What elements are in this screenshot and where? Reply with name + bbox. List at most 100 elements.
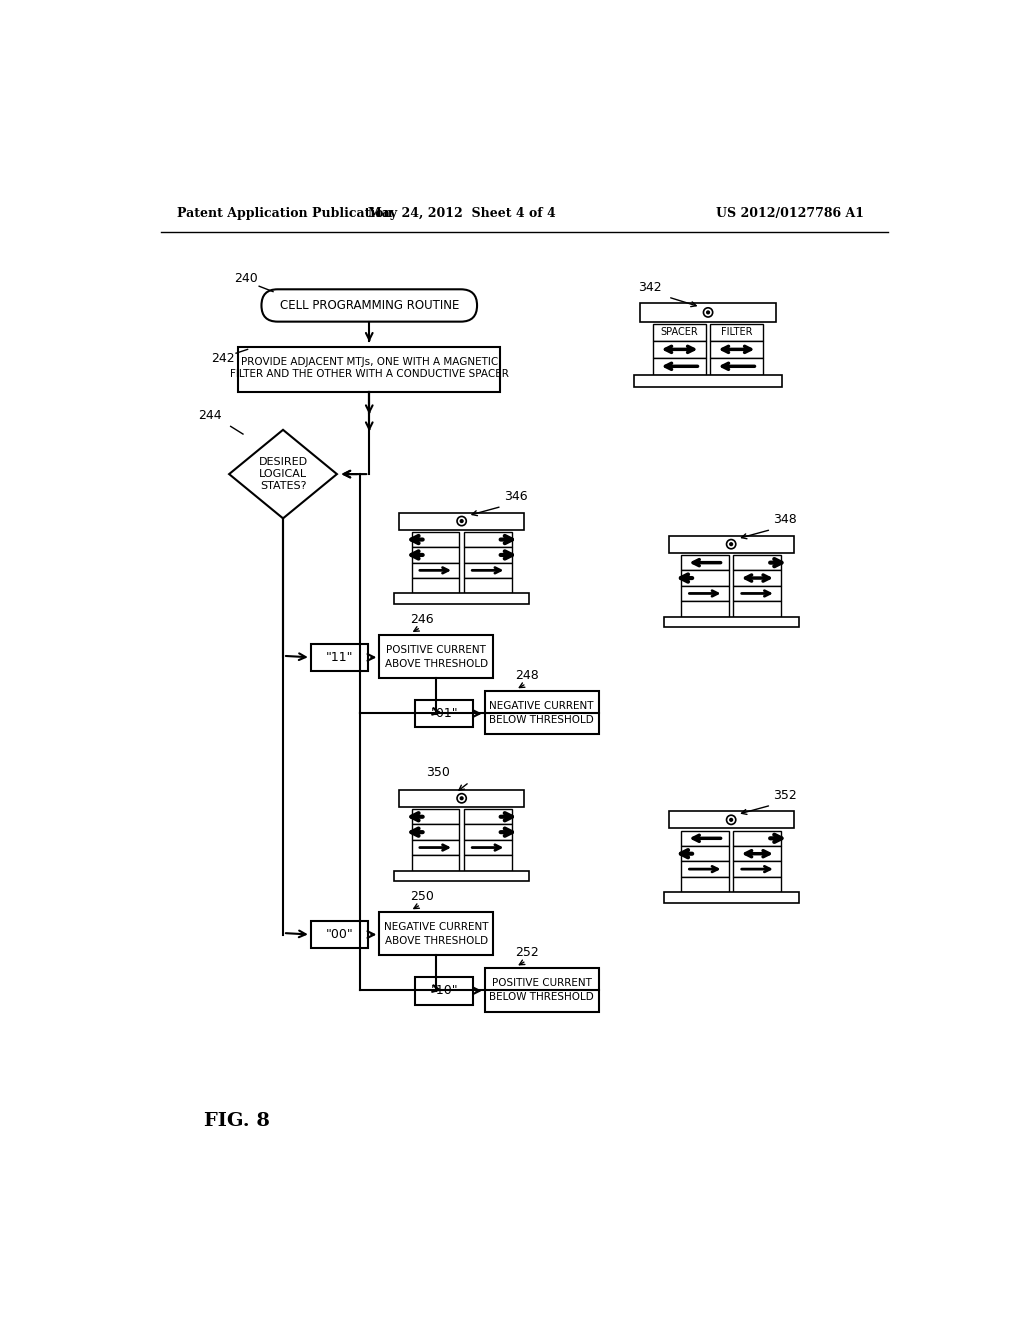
Text: DESIRED: DESIRED — [258, 457, 307, 467]
FancyBboxPatch shape — [464, 855, 512, 871]
Text: "01": "01" — [430, 708, 458, 721]
Circle shape — [460, 797, 463, 800]
FancyBboxPatch shape — [653, 358, 706, 375]
FancyBboxPatch shape — [653, 341, 706, 358]
FancyBboxPatch shape — [464, 825, 512, 840]
FancyBboxPatch shape — [664, 892, 799, 903]
FancyBboxPatch shape — [464, 532, 512, 548]
Circle shape — [730, 818, 732, 821]
FancyBboxPatch shape — [681, 570, 729, 586]
Text: BELOW THRESHOLD: BELOW THRESHOLD — [489, 714, 594, 725]
FancyBboxPatch shape — [484, 969, 599, 1011]
FancyBboxPatch shape — [412, 562, 460, 578]
FancyBboxPatch shape — [681, 586, 729, 601]
Text: NEGATIVE CURRENT: NEGATIVE CURRENT — [489, 701, 594, 711]
Text: PROVIDE ADJACENT MTJs, ONE WITH A MAGNETIC: PROVIDE ADJACENT MTJs, ONE WITH A MAGNET… — [241, 356, 498, 367]
Polygon shape — [229, 430, 337, 519]
Text: 250: 250 — [410, 890, 434, 903]
Text: CELL PROGRAMMING ROUTINE: CELL PROGRAMMING ROUTINE — [280, 298, 459, 312]
Text: ABOVE THRESHOLD: ABOVE THRESHOLD — [385, 936, 487, 945]
Text: FILTER AND THE OTHER WITH A CONDUCTIVE SPACER: FILTER AND THE OTHER WITH A CONDUCTIVE S… — [229, 370, 509, 379]
Text: POSITIVE CURRENT: POSITIVE CURRENT — [386, 644, 486, 655]
FancyBboxPatch shape — [310, 921, 369, 948]
FancyBboxPatch shape — [733, 601, 781, 616]
FancyBboxPatch shape — [733, 554, 781, 570]
FancyBboxPatch shape — [669, 812, 794, 829]
FancyBboxPatch shape — [412, 825, 460, 840]
FancyBboxPatch shape — [733, 830, 781, 846]
Text: FILTER: FILTER — [721, 327, 753, 338]
FancyBboxPatch shape — [711, 341, 763, 358]
Text: "11": "11" — [326, 651, 353, 664]
Text: "10": "10" — [430, 985, 458, 998]
Text: BELOW THRESHOLD: BELOW THRESHOLD — [489, 991, 594, 1002]
Text: 350: 350 — [426, 766, 451, 779]
Text: LOGICAL: LOGICAL — [259, 469, 307, 479]
FancyBboxPatch shape — [310, 644, 369, 671]
Text: 240: 240 — [233, 272, 258, 285]
FancyBboxPatch shape — [464, 840, 512, 855]
FancyBboxPatch shape — [239, 347, 500, 392]
FancyBboxPatch shape — [664, 616, 799, 627]
FancyBboxPatch shape — [733, 846, 781, 862]
FancyBboxPatch shape — [711, 358, 763, 375]
FancyBboxPatch shape — [412, 548, 460, 562]
FancyBboxPatch shape — [733, 570, 781, 586]
Text: 346: 346 — [504, 490, 527, 503]
FancyBboxPatch shape — [399, 789, 524, 807]
Text: "00": "00" — [326, 928, 353, 941]
FancyBboxPatch shape — [653, 323, 706, 341]
FancyBboxPatch shape — [681, 876, 729, 892]
FancyBboxPatch shape — [733, 876, 781, 892]
Text: POSITIVE CURRENT: POSITIVE CURRENT — [492, 978, 592, 989]
FancyBboxPatch shape — [416, 700, 473, 727]
FancyBboxPatch shape — [640, 304, 776, 322]
FancyBboxPatch shape — [484, 692, 599, 734]
Text: 248: 248 — [515, 669, 540, 682]
FancyBboxPatch shape — [681, 862, 729, 876]
FancyBboxPatch shape — [464, 548, 512, 562]
FancyBboxPatch shape — [464, 809, 512, 825]
FancyBboxPatch shape — [379, 912, 494, 956]
FancyBboxPatch shape — [681, 554, 729, 570]
FancyBboxPatch shape — [733, 862, 781, 876]
FancyBboxPatch shape — [681, 846, 729, 862]
Text: 242: 242 — [211, 351, 234, 364]
FancyBboxPatch shape — [399, 512, 524, 529]
FancyBboxPatch shape — [464, 562, 512, 578]
Text: Patent Application Publication: Patent Application Publication — [177, 207, 392, 220]
FancyBboxPatch shape — [681, 830, 729, 846]
Text: 246: 246 — [410, 612, 434, 626]
Text: STATES?: STATES? — [260, 482, 306, 491]
FancyBboxPatch shape — [634, 375, 782, 387]
Text: 252: 252 — [515, 946, 540, 960]
Text: 244: 244 — [198, 409, 221, 422]
Text: SPACER: SPACER — [660, 327, 698, 338]
FancyBboxPatch shape — [412, 532, 460, 548]
FancyBboxPatch shape — [412, 809, 460, 825]
FancyBboxPatch shape — [379, 635, 494, 678]
Circle shape — [460, 520, 463, 523]
FancyBboxPatch shape — [464, 578, 512, 594]
Text: May 24, 2012  Sheet 4 of 4: May 24, 2012 Sheet 4 of 4 — [368, 207, 556, 220]
Text: 352: 352 — [773, 789, 798, 803]
Circle shape — [730, 543, 732, 545]
FancyBboxPatch shape — [394, 594, 529, 605]
Text: 342: 342 — [638, 281, 662, 294]
FancyBboxPatch shape — [412, 578, 460, 594]
Text: NEGATIVE CURRENT: NEGATIVE CURRENT — [384, 921, 488, 932]
FancyBboxPatch shape — [412, 855, 460, 871]
FancyBboxPatch shape — [412, 840, 460, 855]
FancyBboxPatch shape — [669, 536, 794, 553]
FancyBboxPatch shape — [711, 323, 763, 341]
FancyBboxPatch shape — [733, 586, 781, 601]
Circle shape — [707, 312, 710, 314]
Text: ABOVE THRESHOLD: ABOVE THRESHOLD — [385, 659, 487, 668]
FancyBboxPatch shape — [394, 871, 529, 882]
FancyBboxPatch shape — [681, 601, 729, 616]
Text: US 2012/0127786 A1: US 2012/0127786 A1 — [716, 207, 864, 220]
Text: 348: 348 — [773, 513, 798, 527]
FancyBboxPatch shape — [416, 977, 473, 1005]
FancyBboxPatch shape — [261, 289, 477, 322]
Text: FIG. 8: FIG. 8 — [204, 1111, 269, 1130]
